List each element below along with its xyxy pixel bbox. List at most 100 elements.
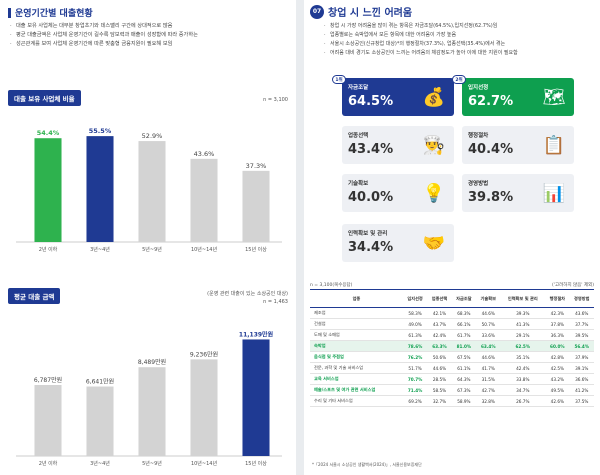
- bar: [190, 359, 218, 456]
- bar-value-label: 55.5%: [89, 127, 112, 135]
- table-cell: 42.8%: [545, 351, 570, 363]
- category-tick-label: 10년~14년: [191, 460, 218, 467]
- table-header-cell: 업종선택: [427, 289, 452, 308]
- table-header-cell: 자금조달: [451, 289, 477, 308]
- handshake-icon: 🤝: [422, 232, 446, 254]
- card-label: 기술확보: [348, 181, 369, 187]
- chart1-sample-size: n = 3,100: [263, 97, 288, 103]
- card-label: 인력확보 및 관리: [348, 231, 388, 237]
- bar: [242, 339, 270, 456]
- table-cell: 29.1%: [500, 329, 546, 341]
- bullet-item: 업종별로는 숙박업에서 모든 항목에 대한 어려움이 가장 높음: [324, 31, 594, 40]
- table-cell: 음식점 및 주점업: [310, 351, 403, 363]
- table-cell: 교육 서비스업: [310, 373, 403, 385]
- industry-difficulty-table: 업종 입지선정 업종선택 자금조달 기술확보 인력확보 및 관리 행정절차 경영방법 제조업 5…: [310, 289, 594, 407]
- difficulty-card: 인력확보 및 관리 34.4% 🤝: [342, 224, 454, 262]
- chef-icon: 👨‍🍳: [422, 134, 446, 156]
- loan-ratio-chart: 54.4% 2년 이하 55.5% 3년~4년 52.9% 5년~9년 43.6% 10년~1…: [16, 127, 282, 253]
- table-cell: 49.5%: [545, 384, 570, 396]
- chart2-label: 평균 대출 금액: [8, 288, 61, 304]
- chart2-sample-size: n = 1,463: [263, 299, 288, 305]
- table-cell: 49.0%: [402, 318, 428, 330]
- bar-value-label: 37.3%: [246, 162, 267, 170]
- bar: [242, 170, 270, 242]
- table-cell: 63.3%: [427, 340, 452, 352]
- table-cell: 41.2%: [569, 384, 594, 396]
- table-cell: 50.7%: [476, 318, 501, 330]
- table-cell: 36.6%: [569, 373, 594, 385]
- table-cell: 50.6%: [427, 351, 452, 363]
- table-cell: 32.8%: [476, 395, 501, 407]
- table-row: 도매 및 소매업 61.3% 42.4% 61.7% 33.6% 29.1% 36.3% 39…: [310, 329, 594, 341]
- bullet-item: 창업 시 가장 어려움을 많이 겪는 항목은 자금조달(64.5%),입지선정(…: [324, 22, 594, 31]
- table-cell: 42.1%: [427, 307, 452, 319]
- category-tick-label: 2년 이하: [39, 460, 58, 467]
- rank-badge: 1위: [332, 75, 346, 84]
- table-cell: 67.3%: [451, 384, 477, 396]
- bar: [190, 158, 218, 242]
- table-cell: 56.4%: [569, 340, 594, 352]
- card-value: 64.5%: [348, 94, 394, 109]
- bar-value-label: 11,139만원: [239, 330, 273, 338]
- table-cell: 44.6%: [427, 362, 452, 374]
- table-cell: 66.1%: [451, 318, 477, 330]
- table-cell: 63.4%: [476, 340, 501, 352]
- table-cell: 42.7%: [476, 384, 501, 396]
- table-cell: 44.6%: [476, 351, 501, 363]
- difficulty-card: 1위 자금조달 64.5% 💰: [332, 75, 454, 116]
- difficulty-card: 행정절차 40.4% 📋: [462, 126, 574, 164]
- right-bullet-list: 창업 시 가장 어려움을 많이 겪는 항목은 자금조달(64.5%),입지선정(…: [324, 22, 594, 58]
- chart1-label: 대출 보유 사업체 비율: [8, 90, 81, 106]
- card-value: 40.4%: [468, 142, 514, 157]
- table-cell: 42.4%: [500, 362, 546, 374]
- table-cell: 수리 및 기타 서비스업: [310, 395, 403, 407]
- table-cell: 도매 및 소매업: [310, 329, 403, 341]
- table-row: 숙박업 78.6% 63.3% 81.0% 63.4% 62.5% 60.0% 56.4%: [310, 340, 594, 352]
- table-cell: 숙박업: [310, 340, 403, 352]
- table-cell: 33.8%: [500, 373, 546, 385]
- difficulty-card: 경영방법 39.8% 📊: [462, 174, 574, 212]
- table-cell: 36.3%: [545, 329, 570, 341]
- bar-value-label: 8,489만원: [138, 358, 166, 366]
- bar-value-label: 9,236만원: [190, 350, 218, 358]
- table-cell: 70.7%: [402, 373, 428, 385]
- table-row: 전문, 과학 및 기술 서비스업 51.7% 44.6% 61.1% 41.7% 42.4…: [310, 362, 594, 374]
- bullet-item: 서울시 소상공인(신규창업 대상)*의 행정절차(37.3%), 업종선택(35…: [324, 40, 594, 49]
- table-cell: 41.3%: [500, 318, 546, 330]
- bullet-item: 평균 대출금액은 사업체 운영기간이 길수록 담보력과 매출이 성장함에 따라 …: [10, 31, 290, 40]
- table-cell: 42.3%: [545, 307, 570, 319]
- table-cell: 제조업: [310, 307, 403, 319]
- bar: [86, 136, 114, 242]
- document-icon: 📋: [542, 134, 566, 156]
- table-cell: 예술/스포츠 및 여가 관련 서비스업: [310, 384, 403, 396]
- bar-value-label: 52.9%: [142, 132, 163, 140]
- difficulty-card: 2위 입지선정 62.7% 🗺: [452, 75, 574, 116]
- right-page: 07 창업 시 느낀 어려움 창업 시 가장 어려움을 많이 겪는 항목은 자금…: [304, 0, 600, 475]
- card-label: 업종선택: [348, 133, 369, 139]
- table-cell: 39.1%: [569, 362, 594, 374]
- card-value: 39.8%: [468, 190, 514, 205]
- money-icon: 💰: [422, 86, 446, 108]
- table-cell: 32.7%: [427, 395, 452, 407]
- table-cell: 76.2%: [402, 351, 428, 363]
- table-row: 교육 서비스업 70.7% 28.5% 64.3% 31.5% 33.8% 43.2% 36.…: [310, 373, 594, 385]
- table-cell: 61.3%: [402, 329, 428, 341]
- table-row: 수리 및 기타 서비스업 69.2% 32.7% 58.9% 32.8% 26.7% 42.…: [310, 395, 594, 407]
- table-cell: 62.5%: [500, 340, 546, 352]
- table-cell: 42.6%: [545, 395, 570, 407]
- table-cell: 건설업: [310, 318, 403, 330]
- section-number-badge: 07: [310, 4, 324, 19]
- table-cell: 71.4%: [402, 384, 428, 396]
- table-cell: 43.7%: [427, 318, 452, 330]
- table-cell: 61.1%: [451, 362, 477, 374]
- table-cell: 37.9%: [569, 351, 594, 363]
- table-cell: 60.0%: [545, 340, 570, 352]
- bar: [138, 367, 166, 456]
- table-cell: 81.0%: [451, 340, 477, 352]
- table-cell: 44.6%: [476, 307, 501, 319]
- table-cell: 26.7%: [500, 395, 546, 407]
- table-cell: 51.7%: [402, 362, 428, 374]
- table-row: 건설업 49.0% 43.7% 66.1% 50.7% 41.3% 37.8% 37.7%: [310, 318, 594, 330]
- difficulty-card: 업종선택 43.4% 👨‍🍳: [342, 126, 454, 164]
- card-label: 입지선정: [468, 85, 489, 91]
